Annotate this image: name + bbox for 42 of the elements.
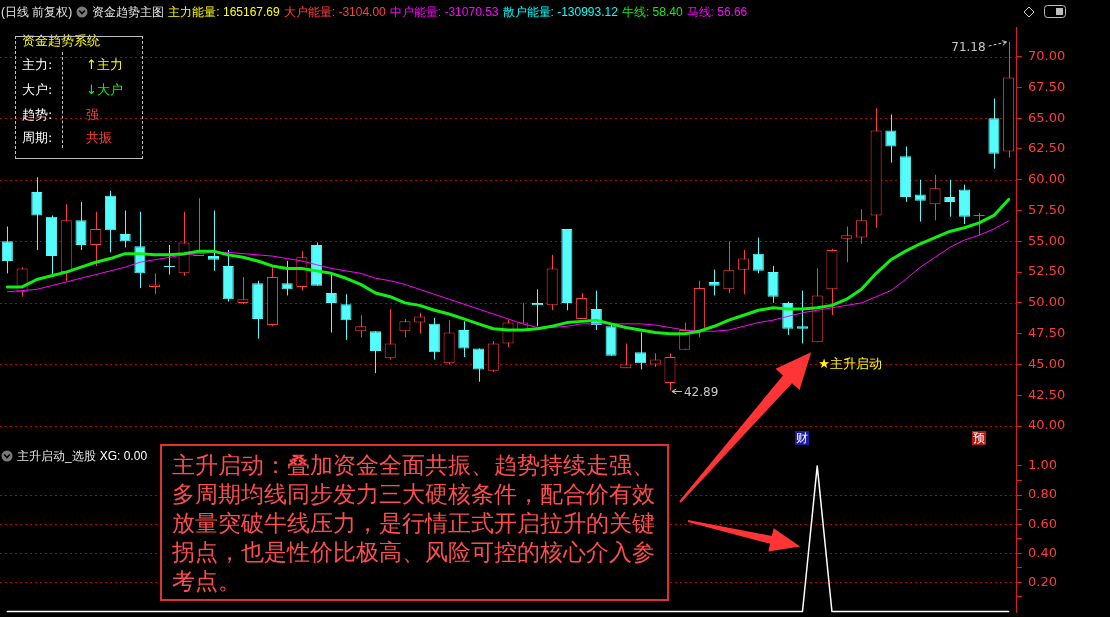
annotation: 42.89 xyxy=(683,385,719,400)
text: 马线: 56.66 xyxy=(686,3,748,21)
text: 牛线: 58.40 xyxy=(621,3,683,21)
y-tick-label: 42.50 xyxy=(1028,386,1066,402)
chart-title: 主升启动_选股 xyxy=(17,447,96,465)
chart-title: 资金趋势主图 xyxy=(92,3,165,21)
y-tick-label: 0.80 xyxy=(1028,486,1057,502)
y-tick-label: 0.40 xyxy=(1028,544,1057,560)
annotation: 周期: xyxy=(22,130,53,145)
y-tick-label: 67.50 xyxy=(1028,78,1066,94)
y-tick-label: 60.00 xyxy=(1028,171,1066,187)
y-tick-label: 1.00 xyxy=(1028,457,1057,473)
y-tick-label: 45.00 xyxy=(1028,355,1066,371)
y-tick-label: 40.00 xyxy=(1028,417,1066,433)
annotation: 71.18 xyxy=(951,40,986,55)
text: 主力能量: 165167.69 xyxy=(168,3,280,21)
text: 散户能量: -130993.12 xyxy=(502,3,618,21)
annotation: 主力: xyxy=(22,57,53,72)
y-tick-label: 62.50 xyxy=(1028,140,1066,156)
annotation: XG: 0.00 xyxy=(99,449,148,463)
annotation: ★主升启动 xyxy=(818,356,882,372)
annotation: 预 xyxy=(972,431,986,445)
text: 大户能量: -3104.00 xyxy=(283,3,386,21)
annotation: 大户: xyxy=(22,82,53,97)
annotation: ↑主力 xyxy=(86,57,123,72)
annotation: 财 xyxy=(795,431,809,445)
y-tick-label: 0.60 xyxy=(1028,515,1057,531)
y-tick-label: 57.50 xyxy=(1028,201,1066,217)
y-tick-label: 52.50 xyxy=(1028,263,1066,279)
annotation: 共振 xyxy=(86,130,112,145)
annotation: 趋势: xyxy=(22,107,53,122)
y-tick-label: 50.00 xyxy=(1028,294,1066,310)
y-tick-label: 47.50 xyxy=(1028,325,1066,341)
y-tick-label: 0.20 xyxy=(1028,573,1057,589)
y-tick-label: 55.00 xyxy=(1028,232,1066,248)
annotation: ↓大户 xyxy=(86,82,123,97)
text: 中户能量: -31070.53 xyxy=(389,3,499,21)
y-tick-label: 65.00 xyxy=(1028,109,1066,125)
y-tick-label: 70.00 xyxy=(1028,47,1066,63)
annotation: 强 xyxy=(86,107,99,122)
annotation: 主升启动：叠加资金全面共振、趋势持续走强、多周期均线同步发力三大硬核条件，配合价有效放量突破牛线压力，是行情正式开启拉升的关键拐点，也是性价比极高、风险可控的核心介入参考点。 xyxy=(160,444,669,601)
chart-subtitle: (日线 前复权) xyxy=(1,3,73,21)
